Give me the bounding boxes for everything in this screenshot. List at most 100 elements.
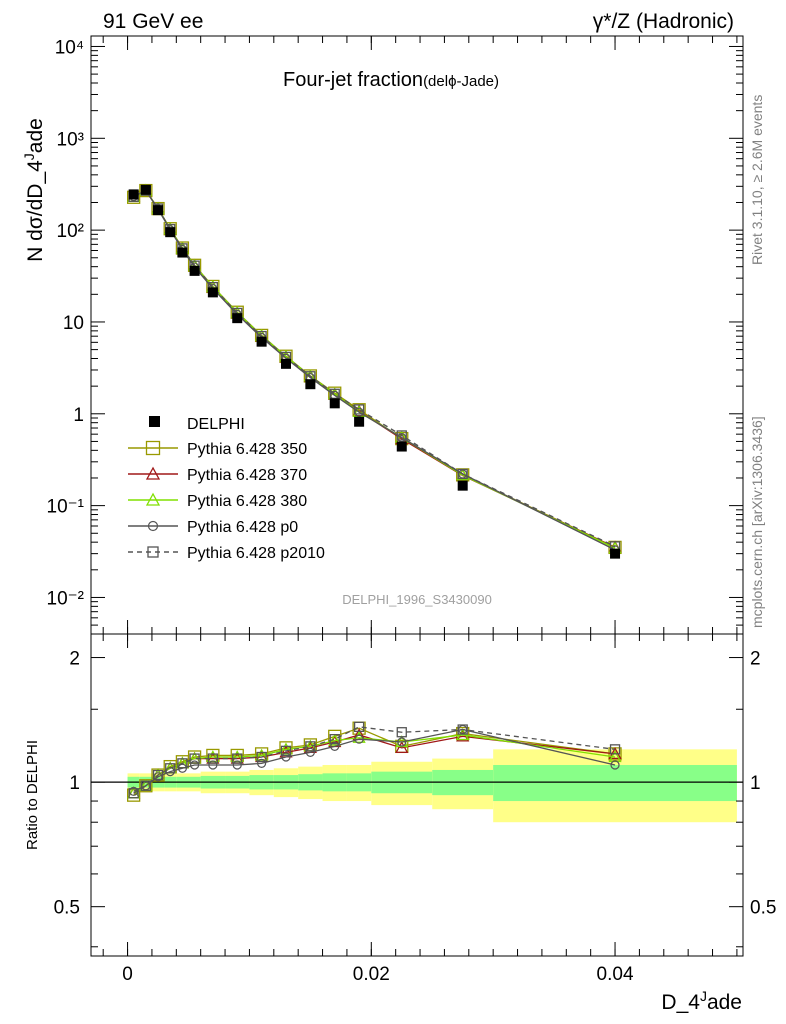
- ratio-tick-label-left: 0.5: [54, 898, 80, 919]
- ratio-panel-frame: [90, 633, 744, 957]
- legend-swatch-marker: [145, 440, 161, 456]
- x-tick-label: 0.04: [597, 964, 634, 985]
- data-point: [329, 398, 340, 409]
- main-panel: 10⁻² 10⁻¹ 1 10 10² 10³ 10⁴: [47, 35, 744, 635]
- series-marker: [396, 430, 407, 441]
- legend-label: Pythia 6.428 p0: [187, 519, 298, 536]
- data-point: [128, 189, 139, 200]
- data-point: [305, 379, 316, 390]
- ratio-series-marker: [189, 760, 200, 770]
- chart-title-main: Four-jet fraction: [283, 69, 423, 91]
- ratio-series-marker: [352, 730, 366, 743]
- ratio-series-marker: [396, 727, 407, 738]
- inner-band-bin: [493, 764, 737, 802]
- header-left: 91 GeV ee: [103, 10, 203, 33]
- ratio-series-marker: [257, 758, 267, 768]
- ratio-series-marker: [354, 734, 364, 744]
- data-point: [610, 548, 621, 559]
- ratio-series-marker: [329, 734, 340, 745]
- ratio-series-marker: [232, 760, 242, 770]
- ratio-series-marker: [177, 758, 188, 769]
- ratio-series-marker: [140, 780, 151, 791]
- ratio-series-marker: [165, 763, 176, 774]
- ratio-series-marker: [208, 760, 218, 770]
- ratio-series-marker: [397, 737, 407, 747]
- ratio-series-marker: [232, 753, 243, 764]
- data-point: [189, 265, 200, 276]
- ratio-series-marker: [457, 724, 468, 735]
- ratio-series-marker: [395, 741, 409, 754]
- data-point: [457, 480, 468, 491]
- ratio-tick-label-right: 2: [750, 649, 761, 670]
- main-axis-ticks: 10⁻² 10⁻¹ 1 10 10² 10³ 10⁴: [47, 36, 743, 635]
- rivet-label: Rivet 3.1.10, ≥ 2.6M events: [749, 95, 765, 265]
- analysis-id: DELPHI_1996_S3430090: [342, 592, 492, 607]
- y-tick-label: 10⁻¹: [47, 497, 85, 518]
- data-point: [140, 184, 151, 195]
- y-axis-label: N dσ/dD_4Jade: [21, 118, 47, 262]
- data-point: [396, 441, 407, 452]
- ratio-series-marker: [152, 769, 164, 781]
- series-line: [133, 189, 616, 548]
- legend-swatch-marker: [145, 492, 161, 506]
- data-point: [153, 205, 164, 216]
- ratio-series-marker: [305, 747, 315, 757]
- ratio-series-line: [133, 728, 616, 792]
- data-point: [256, 336, 267, 347]
- y-tick-label: 10⁴: [55, 37, 84, 58]
- legend-swatch-delphi: [149, 416, 160, 427]
- data-point: [280, 358, 291, 369]
- ratio-series-marker: [256, 751, 267, 763]
- chart-title: Four-jet fraction(delϕ-Jade): [283, 69, 499, 91]
- data-point: [354, 416, 365, 427]
- header-right: γ*/Z (Hadronic): [593, 10, 734, 33]
- ratio-series-marker: [189, 753, 200, 764]
- ratio-tick-label-left: 2: [69, 649, 80, 670]
- data-point: [165, 227, 176, 238]
- y-tick-label: 10³: [57, 129, 84, 150]
- series-marker: [353, 404, 365, 415]
- chart-title-suffix: (delϕ-Jade): [423, 73, 499, 90]
- series-marker: [329, 388, 340, 399]
- ratio-series-marker: [128, 788, 139, 799]
- ratio-panel: 0 0.02 0.04 0.5 0.5 1 1 2 2: [54, 633, 776, 985]
- legend-label: Pythia 6.428 p2010: [187, 545, 325, 562]
- data-point: [177, 247, 188, 258]
- y-tick-label: 10²: [57, 221, 84, 242]
- ratio-y-label: Ratio to DELPHI: [24, 740, 41, 850]
- legend-label: Pythia 6.428 370: [187, 467, 307, 484]
- x-tick-label: 0: [122, 964, 133, 985]
- ratio-axis-ticks: 0 0.02 0.04 0.5 0.5 1 1 2 2: [54, 634, 776, 985]
- y-tick-label: 1: [73, 405, 84, 426]
- ratio-series-marker: [281, 752, 291, 762]
- ratio-tick-label-left: 1: [69, 773, 80, 794]
- ratio-series-marker: [207, 753, 219, 764]
- data-point: [232, 313, 243, 324]
- legend-swatch-marker: [145, 466, 161, 480]
- ratio-series-marker: [353, 721, 365, 733]
- ratio-series-marker: [609, 744, 621, 755]
- legend: DELPHI Pythia 6.428 350 Pythia 6.428 370 Py…: [128, 416, 325, 562]
- ratio-tick-label-right: 1: [750, 773, 761, 794]
- data-points-group: [128, 184, 621, 559]
- ratio-series-marker: [610, 760, 620, 770]
- series-marker: [457, 468, 468, 480]
- ratio-series-marker: [305, 741, 316, 752]
- x-axis-label: D_4Jade: [661, 988, 742, 1014]
- data-point: [207, 287, 218, 298]
- legend-swatch-marker: [147, 520, 159, 532]
- legend-swatch-marker: [147, 546, 159, 558]
- ratio-series-marker: [280, 745, 292, 757]
- mcplots-label: mcplots.cern.ch [arXiv:1306.3436]: [749, 416, 765, 628]
- legend-label: Pythia 6.428 350: [187, 441, 307, 458]
- legend-label-delphi: DELPHI: [187, 416, 245, 433]
- ratio-series-line: [133, 726, 616, 794]
- y-tick-label: 10: [63, 313, 84, 334]
- ratio-series-group: [127, 721, 622, 802]
- ratio-series-marker: [330, 741, 340, 751]
- ratio-series-marker: [279, 742, 293, 755]
- legend-label: Pythia 6.428 380: [187, 493, 307, 510]
- y-tick-label: 10⁻²: [47, 588, 85, 609]
- x-tick-label: 0.02: [353, 964, 390, 985]
